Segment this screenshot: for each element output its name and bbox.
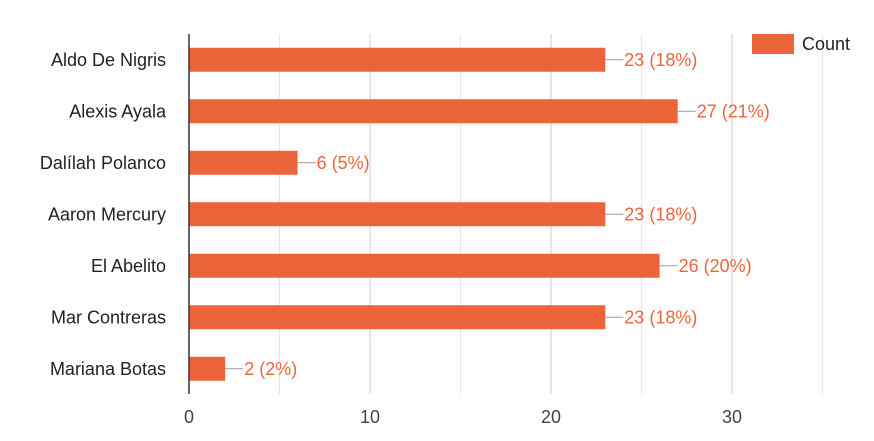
bar[interactable] (189, 253, 660, 278)
category-label: Mar Contreras (51, 307, 166, 327)
bar[interactable] (189, 305, 606, 330)
x-tick-label: 0 (184, 407, 194, 427)
category-label: Mariana Botas (50, 359, 166, 379)
data-label: 23 (18%) (624, 204, 697, 224)
bar[interactable] (189, 99, 678, 124)
data-label: 2 (2%) (244, 359, 297, 379)
category-label: Alexis Ayala (69, 101, 167, 121)
legend: Count (752, 34, 850, 54)
data-label: 6 (5%) (317, 153, 370, 173)
bars (189, 47, 678, 381)
data-label: 26 (20%) (679, 256, 752, 276)
legend-swatch-count (752, 34, 794, 54)
legend-label-count: Count (802, 34, 850, 54)
category-label: El Abelito (91, 256, 166, 276)
labels: 0 10 20 30 Aldo De Nigris 23 (18%) Alexis Ayal… (40, 50, 770, 427)
x-tick-label: 20 (541, 407, 561, 427)
data-label: 23 (18%) (624, 307, 697, 327)
x-tick-label: 30 (722, 407, 742, 427)
x-tick-label: 10 (360, 407, 380, 427)
data-label: 23 (18%) (624, 50, 697, 70)
category-label: Aaron Mercury (48, 204, 166, 224)
bar[interactable] (189, 47, 606, 72)
bar[interactable] (189, 150, 298, 175)
category-label: Dalílah Polanco (40, 153, 166, 173)
bar[interactable] (189, 202, 606, 227)
data-label: 27 (21%) (697, 101, 770, 121)
bar[interactable] (189, 356, 226, 381)
category-label: Aldo De Nigris (51, 50, 166, 70)
